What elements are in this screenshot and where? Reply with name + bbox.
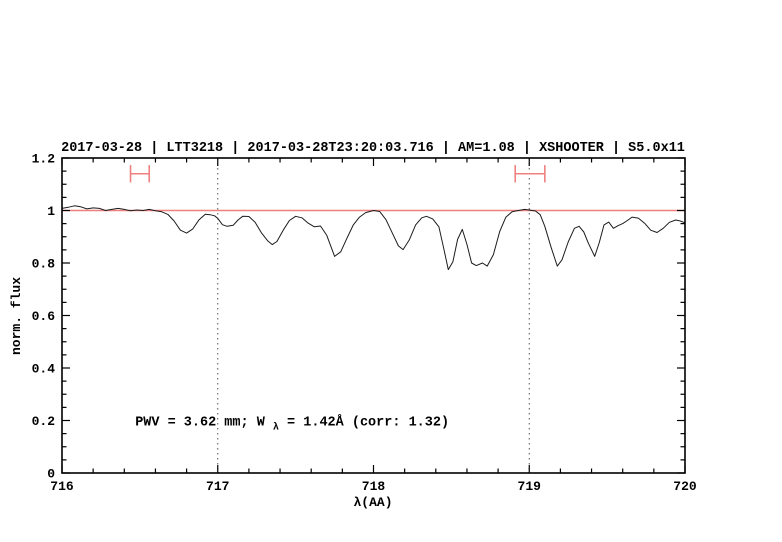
tick-marks-group: [61, 157, 686, 474]
pwv-annotation-rest: = 1.42Å (corr: 1.32): [287, 415, 449, 431]
x-tick-label: 717: [206, 479, 229, 494]
spectrum-series-group: [61, 205, 686, 271]
tick-labels-group: 716 717 718 719 720 0 0.2 0.4 0.6 0.8 1 1.2: [32, 152, 697, 495]
spectrum-line: [61, 205, 686, 271]
y-tick-label: 0: [47, 467, 55, 482]
y-tick-label: 0.6: [32, 309, 56, 324]
pwv-annotation-main: PWV = 3.62 mm; W: [135, 416, 266, 431]
pwv-annotation-subscript: λ: [273, 422, 279, 434]
y-tick-label: 1.2: [32, 152, 56, 167]
y-tick-label: 0.2: [32, 414, 56, 429]
plot-title: 2017-03-28 | LTT3218 | 2017-03-28T23:20:…: [61, 141, 685, 156]
y-axis-label: norm. flux: [9, 277, 24, 355]
x-tick-label: 719: [518, 479, 542, 494]
y-tick-label: 0.4: [32, 362, 56, 377]
y-tick-label: 0.8: [32, 257, 56, 272]
x-tick-label: 718: [362, 479, 386, 494]
x-tick-label: 716: [50, 479, 74, 494]
x-axis-label: λ(AA): [353, 495, 392, 510]
band-marker-group: [129, 165, 546, 183]
x-tick-label: 720: [673, 479, 697, 494]
y-tick-label: 1: [47, 204, 55, 219]
pwv-annotation: PWV = 3.62 mm; W λ = 1.42Å (corr: 1.32): [135, 415, 449, 435]
